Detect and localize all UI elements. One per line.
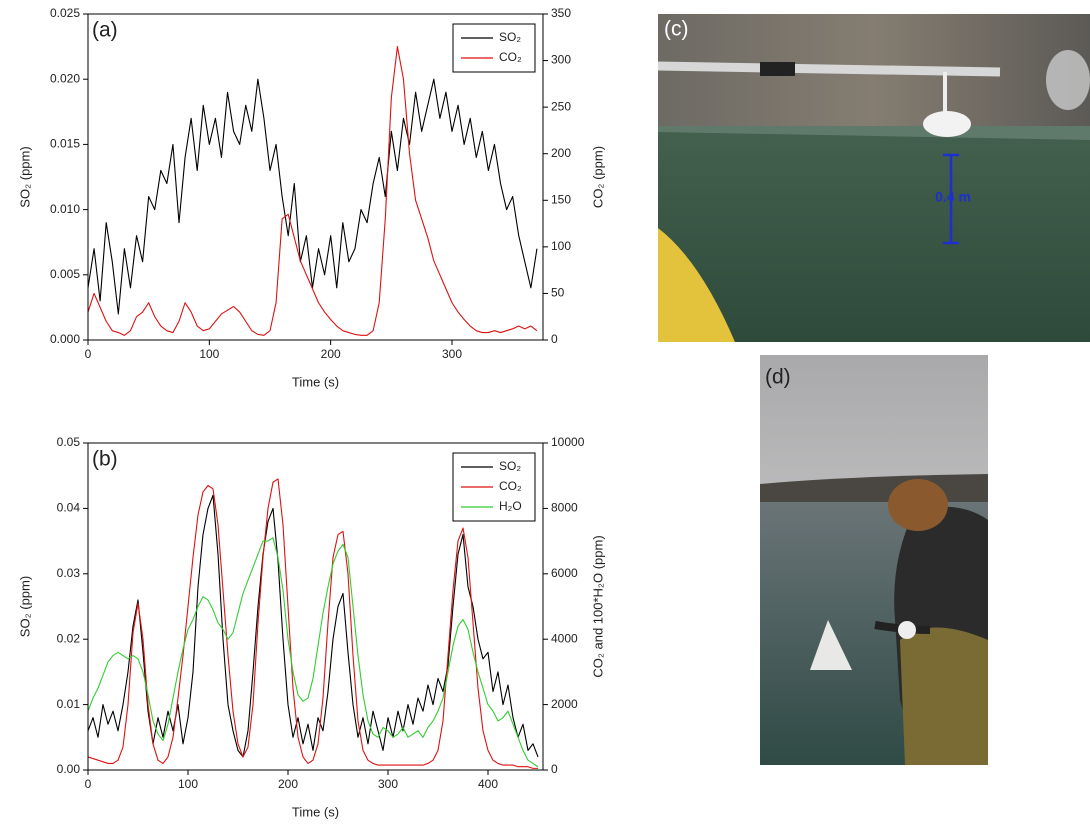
- annotation: 0.4 m: [935, 189, 971, 205]
- y2-tick-label: 100: [551, 239, 571, 253]
- boat: [658, 228, 735, 342]
- y-tick-label: 0.00: [57, 762, 81, 776]
- y-tick-label: 0.005: [50, 267, 80, 281]
- y-tick-label: 0.010: [50, 202, 80, 216]
- y2-tick-label: 8000: [551, 501, 578, 515]
- panel-label: (c): [664, 18, 689, 41]
- y2-tick-label: 2000: [551, 697, 578, 711]
- y-tick-label: 0.015: [50, 137, 80, 151]
- legend-label: CO₂: [499, 479, 522, 493]
- y-axis-title: SO₂ (ppm): [17, 146, 32, 207]
- x-tick-label: 100: [199, 347, 219, 361]
- x-tick-label: 0: [85, 777, 92, 791]
- shore: [658, 126, 1090, 140]
- plot-frame: [87, 442, 544, 771]
- panel-label: (b): [92, 448, 118, 471]
- y-tick-label: 0.020: [50, 71, 80, 85]
- chart: 0 100 200 300 0.000 0.005 0.010 0.015 0.020 0.025…: [17, 6, 605, 389]
- y2-axis-title: CO₂ and 100*H₂O (ppm): [590, 535, 605, 677]
- legend: SO₂ CO₂ H₂O: [452, 452, 536, 522]
- y2-axis-title: CO₂ (ppm): [590, 146, 605, 208]
- series-line: [87, 46, 538, 336]
- waders: [900, 627, 988, 765]
- y2-tick-label: 200: [551, 146, 571, 160]
- x-tick-label: 200: [278, 777, 298, 791]
- x-tick-label: 400: [478, 777, 498, 791]
- y2-tick-label: 50: [551, 286, 565, 300]
- y2-tick-label: 0: [551, 332, 558, 346]
- y2-tick-label: 350: [551, 6, 571, 20]
- series-line: [87, 494, 539, 758]
- y-tick-label: 0.04: [57, 501, 81, 515]
- x-tick-label: 200: [321, 347, 341, 361]
- x-axis-title: Time (s): [292, 374, 339, 389]
- x-tick-label: 300: [442, 347, 462, 361]
- legend-label: CO₂: [499, 50, 522, 64]
- y2-tick-label: 300: [551, 53, 571, 67]
- photo-c: 0.4 m (c): [657, 14, 1090, 342]
- y-axis-title: SO₂ (ppm): [17, 576, 32, 637]
- x-tick-label: 100: [178, 777, 198, 791]
- legend-label: SO₂: [499, 459, 521, 473]
- legend-label: SO₂: [499, 30, 521, 44]
- y2-tick-label: 10000: [551, 435, 585, 449]
- y-tick-label: 0.000: [50, 332, 80, 346]
- y-tick-label: 0.05: [57, 435, 81, 449]
- plot-frame: [87, 13, 544, 341]
- x-tick-label: 300: [378, 777, 398, 791]
- funnel: [810, 620, 852, 670]
- y-tick-label: 0.03: [57, 566, 81, 580]
- steam: [1046, 50, 1090, 110]
- head: [888, 479, 948, 531]
- series-line: [87, 537, 539, 768]
- y2-tick-label: 6000: [551, 566, 578, 580]
- sampler: [898, 621, 916, 639]
- chart: 0 100 200 300 400 0.00 0.01 0.02 0.03 0.04 0.05 0 20…: [17, 435, 605, 819]
- legend-label: H₂O: [499, 499, 522, 513]
- sampler: [923, 111, 971, 137]
- panel-label: (d): [765, 366, 791, 389]
- y-tick-label: 0.02: [57, 631, 81, 645]
- legend: SO₂ CO₂: [452, 23, 536, 73]
- y-tick-label: 0.01: [57, 697, 81, 711]
- y2-tick-label: 4000: [551, 631, 578, 645]
- y2-tick-label: 0: [551, 762, 558, 776]
- series-line: [87, 478, 538, 769]
- scale-bar: [943, 153, 959, 245]
- pole: [657, 61, 1001, 77]
- y2-tick-label: 150: [551, 192, 571, 206]
- photo-d: (d): [760, 355, 988, 765]
- x-tick-label: 0: [85, 347, 92, 361]
- legend-box: [452, 23, 536, 73]
- pole-grip: [760, 62, 795, 76]
- y-tick-label: 0.025: [50, 6, 80, 20]
- y2-tick-label: 250: [551, 99, 571, 113]
- x-axis-title: Time (s): [292, 804, 339, 819]
- panel-label: (a): [92, 19, 118, 42]
- series-line: [87, 78, 538, 315]
